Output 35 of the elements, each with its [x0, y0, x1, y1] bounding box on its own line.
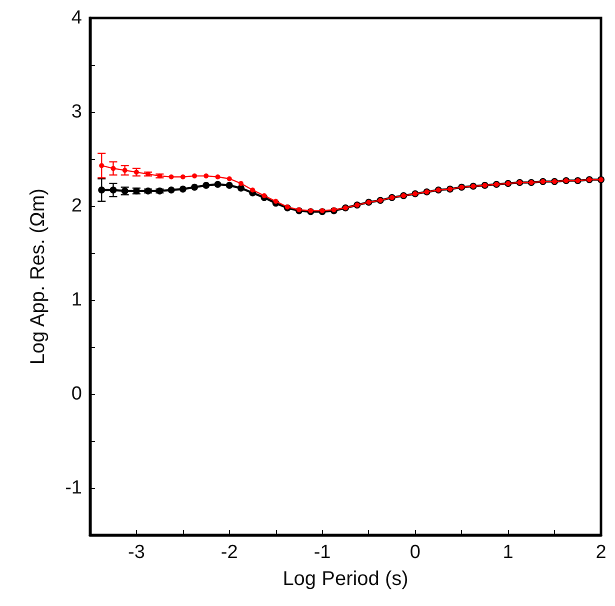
y-axis-title: Log App. Res. (Ωm) [27, 188, 49, 365]
x-tick-label: 0 [410, 542, 420, 563]
x-tick-label: -3 [128, 542, 145, 563]
point [238, 180, 244, 186]
point [110, 166, 116, 171]
point [237, 184, 244, 192]
point [168, 174, 174, 180]
point [250, 188, 256, 193]
point [273, 198, 278, 204]
point [191, 184, 198, 191]
point [98, 186, 106, 194]
point [168, 186, 175, 194]
y-tick-label: 0 [71, 384, 82, 404]
x-tick-label: -2 [220, 542, 238, 563]
y-tick-label: 2 [71, 196, 82, 216]
y-tick-label: -1 [65, 478, 82, 498]
x-tick-label: 2 [596, 542, 606, 563]
point [99, 163, 104, 168]
point [204, 173, 209, 178]
y-tick-label: 1 [71, 290, 82, 310]
point [262, 193, 267, 198]
point [215, 174, 220, 180]
point [226, 176, 232, 182]
point [226, 182, 233, 189]
x-tick-label: -1 [314, 542, 331, 563]
y-tick-label: 4 [71, 8, 82, 28]
x-axis-title: Log Period (s) [282, 568, 408, 590]
point [202, 182, 210, 189]
y-tick-label: 3 [71, 102, 82, 122]
point [214, 180, 222, 188]
point [192, 173, 198, 178]
point [180, 174, 186, 180]
point [179, 186, 186, 193]
point [110, 186, 117, 194]
x-tick-label: 1 [502, 542, 514, 563]
